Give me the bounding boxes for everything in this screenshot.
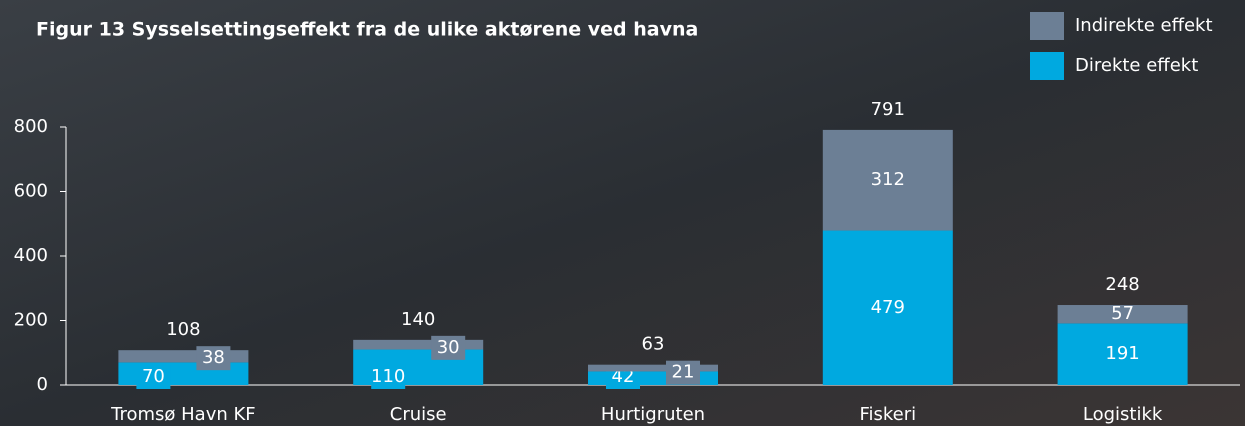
bar-segment <box>588 364 718 372</box>
y-tick-label: 400 <box>14 245 48 266</box>
value-label: 312 <box>871 169 905 190</box>
value-label: 57 <box>1111 303 1134 324</box>
value-label: 479 <box>871 297 905 318</box>
value-label: 110 <box>371 366 405 387</box>
chart-title: Figur 13 Sysselsettingseffekt fra de uli… <box>36 19 698 41</box>
bar-segment <box>822 129 953 231</box>
x-tick-label: Tromsø Havn KF <box>110 404 256 425</box>
value-label: 70 <box>142 366 165 387</box>
value-label: 38 <box>202 347 225 368</box>
total-label: 791 <box>871 99 905 120</box>
y-tick-label: 200 <box>14 310 48 331</box>
label-box <box>666 360 700 385</box>
x-tick-label: Hurtigruten <box>601 404 705 425</box>
y-tick-label: 0 <box>37 374 48 395</box>
label-box <box>196 346 231 371</box>
value-label: 30 <box>437 337 460 358</box>
bar-segment <box>1057 305 1188 324</box>
label-box <box>371 365 406 389</box>
y-tick-label: 600 <box>14 181 48 202</box>
total-label: 63 <box>642 334 665 355</box>
total-label: 248 <box>1105 274 1139 295</box>
label-box <box>431 335 466 360</box>
bar-segment <box>353 339 484 350</box>
x-tick-label: Fiskeri <box>859 404 916 425</box>
value-label: 191 <box>1105 343 1139 364</box>
x-tick-label: Cruise <box>390 404 447 425</box>
legend-swatch <box>1030 52 1064 80</box>
total-label: 140 <box>401 309 435 330</box>
legend-swatch <box>1030 12 1064 40</box>
x-tick-label: Logistikk <box>1083 404 1163 425</box>
bar-segment <box>1057 323 1188 385</box>
legend-label: Indirekte effekt <box>1075 15 1213 36</box>
value-label: 21 <box>672 362 695 383</box>
y-tick-label: 800 <box>14 116 48 137</box>
bar-segment <box>822 230 953 385</box>
total-label: 108 <box>166 319 200 340</box>
legend-label: Direkte effekt <box>1075 55 1198 76</box>
label-box <box>136 365 171 389</box>
